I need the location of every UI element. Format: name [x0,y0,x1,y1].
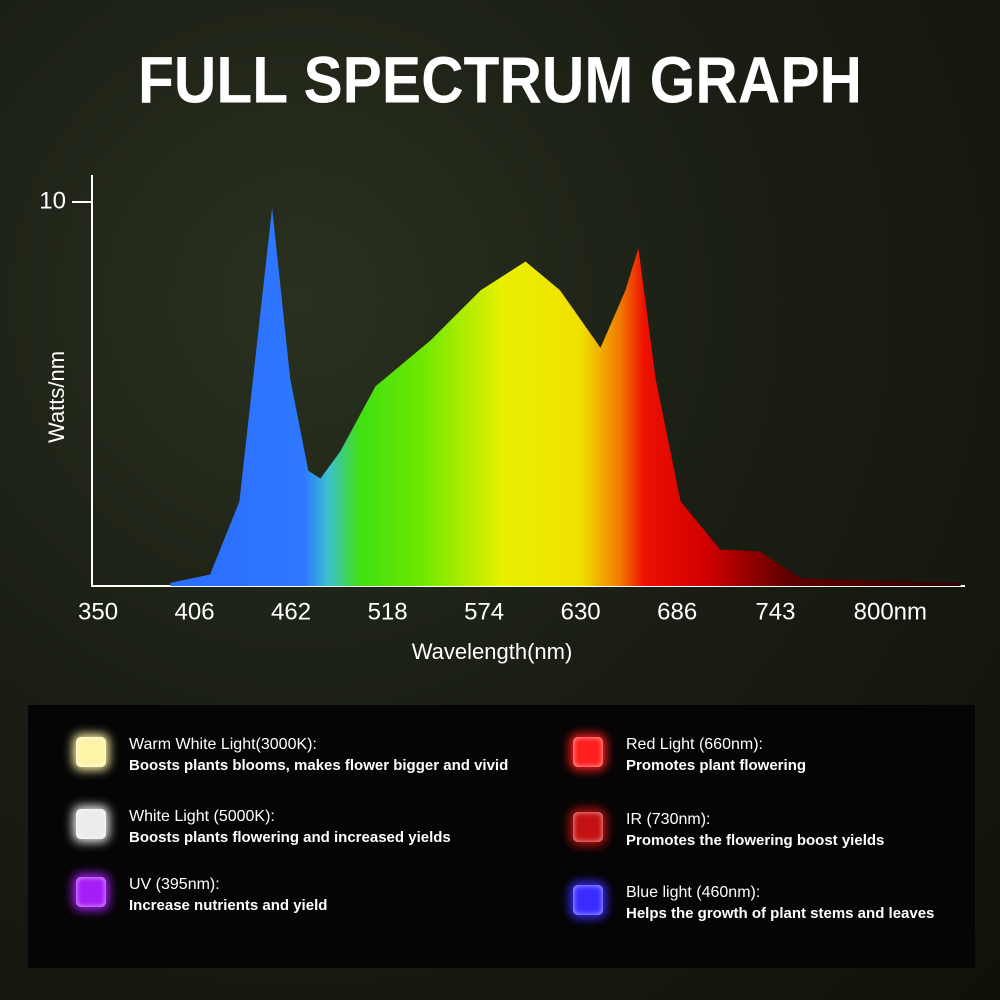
legend-title: IR (730nm): [626,811,711,828]
legend-icon [573,812,603,842]
legend-icon [76,737,106,767]
legend-item: UV (395nm): Increase nutrients and yield [129,875,327,917]
legend-icon [573,885,603,915]
x-tick-label: 743 [755,598,795,625]
legend-panel: Warm White Light(3000K): Boosts plants bl… [28,705,975,968]
legend-item: Red Light (660nm): Promotes plant floweri… [626,735,806,777]
legend-description: Boosts plants flowering and increased yi… [129,829,451,846]
legend-icon [573,737,603,767]
legend-icon [76,809,106,839]
legend-item: IR (730nm): Promotes the flowering boost … [626,810,884,852]
legend-description: Helps the growth of plant stems and leav… [626,905,935,922]
x-tick-label: 350 [78,598,118,625]
chart-title: FULL SPECTRUM GRAPH [138,42,862,116]
legend-item: White Light (5000K): Boosts plants flower… [129,807,451,849]
chart: FULL SPECTRUM GRAPH Watts/nm Wavelength(… [39,42,965,664]
y-axis-label: Watts/nm [44,351,69,443]
spectrum-area [170,207,961,587]
legend-title: UV (395nm): [129,876,220,893]
y-tick-label: 10 [39,187,66,214]
legend-item: Warm White Light(3000K): Boosts plants bl… [129,735,508,777]
x-tick-label: 686 [657,598,697,625]
legend-description: Boosts plants blooms, makes flower bigge… [129,757,509,774]
x-tick-label: 630 [561,598,601,625]
legend-description: Increase nutrients and yield [129,897,328,914]
legend-title: Blue light (460nm): [626,884,761,901]
x-tick-label: 518 [368,598,408,625]
x-tick-label: 574 [464,598,504,625]
legend-title: Red Light (660nm): [626,736,763,753]
x-tick-label: 462 [271,598,311,625]
legend-description: Promotes plant flowering [626,757,807,774]
legend-item: Blue light (460nm): Helps the growth of p… [626,883,934,925]
x-axis-label: Wavelength(nm) [412,639,573,664]
legend-title: White Light (5000K): [129,808,275,825]
legend-icon [76,877,106,907]
legend-title: Warm White Light(3000K): [129,736,317,753]
x-tick-label: 406 [175,598,215,625]
legend-description: Promotes the flowering boost yields [626,832,885,849]
x-tick-label: 800nm [854,598,927,625]
